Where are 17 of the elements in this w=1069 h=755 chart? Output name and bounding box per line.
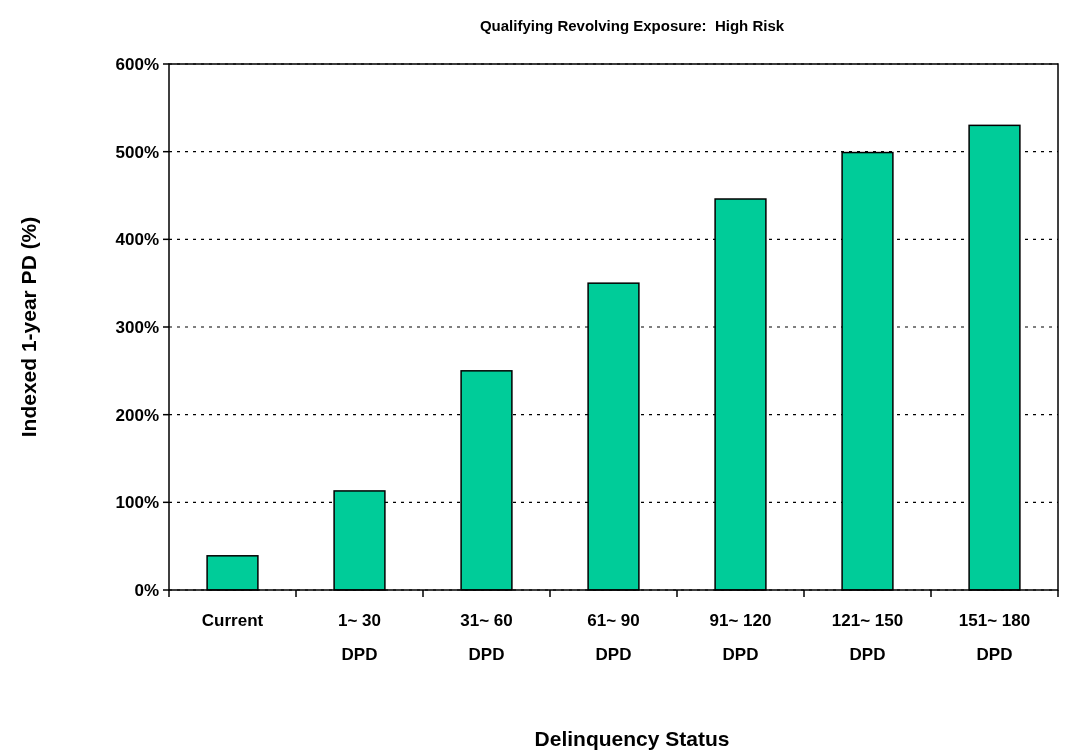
y-axis-title: Indexed 1-year PD (%) (17, 216, 40, 438)
y-tick-label: 0% (134, 580, 159, 600)
x-tick-label: 151~ 180 DPD (958, 611, 1031, 664)
y-tick-label: 400% (115, 230, 159, 250)
x-tick-label: 31~ 60 DPD (460, 611, 513, 664)
y-tick-label: 200% (115, 405, 159, 425)
y-tick-label: 100% (115, 493, 159, 513)
x-tick-label: 121~ 150 DPD (831, 611, 904, 664)
x-axis-title: Delinquency Status (534, 727, 730, 750)
x-tick-label: 61~ 90 DPD (587, 611, 640, 664)
x-tick-label: Current (201, 611, 264, 630)
y-tick-label: 500% (115, 142, 159, 162)
chart-title: Qualifying Revolving Exposure: High Risk (479, 17, 785, 34)
y-tick-label: 600% (115, 54, 159, 74)
x-tick-label: 91~ 120 DPD (709, 611, 772, 664)
y-tick-label: 300% (115, 317, 159, 337)
x-tick-label: 1~ 30 DPD (337, 611, 382, 664)
